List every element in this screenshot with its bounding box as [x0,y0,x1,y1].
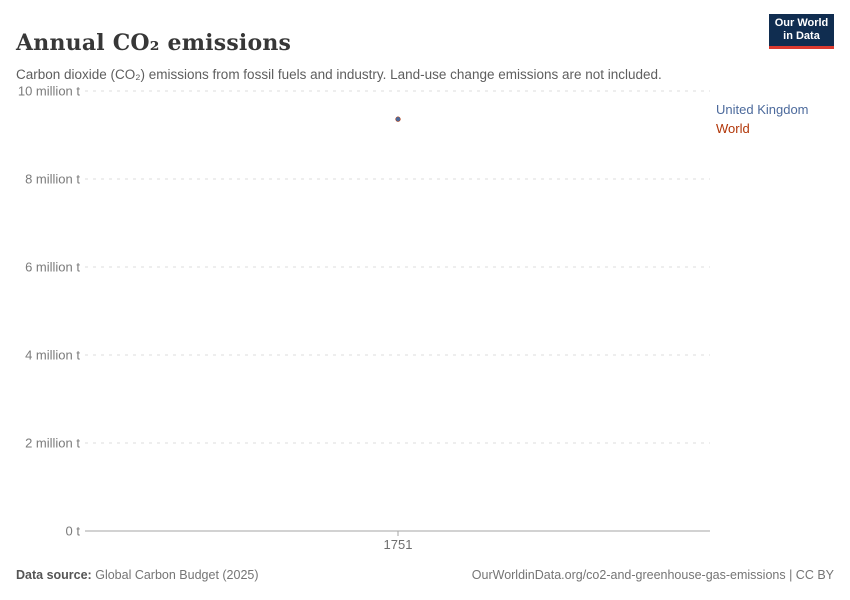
y-axis-tick-label: 2 million t [25,436,80,451]
y-axis-tick-label: 6 million t [25,260,80,275]
page-title: Annual CO₂ emissions [16,29,292,56]
y-axis-tick-label: 8 million t [25,172,80,187]
y-axis-tick-label: 10 million t [18,84,81,99]
data-source-note: Data source: Global Carbon Budget (2025) [16,568,259,582]
data-point-united-kingdom[interactable] [395,117,401,122]
legend-item-world[interactable]: World [716,121,750,136]
owid-logo-line2: in Data [783,30,820,42]
data-source-label: Data source: [16,568,92,582]
license-note: OurWorldinData.org/co2-and-greenhouse-ga… [471,568,834,582]
chart-footer: Data source: Global Carbon Budget (2025)… [16,568,834,582]
y-axis-tick-label: 0 t [66,524,81,539]
owid-logo-line1: Our World [774,16,829,29]
chart-subtitle: Carbon dioxide (CO₂) emissions from foss… [16,66,662,82]
chart-legend: United Kingdom World [716,100,809,138]
legend-item-united-kingdom[interactable]: United Kingdom [716,102,809,117]
y-axis-tick-label: 4 million t [25,348,80,363]
x-axis-tick-label: 1751 [384,537,413,552]
owid-logo[interactable]: Our World in Data [769,14,834,49]
data-source-value: Global Carbon Budget (2025) [95,568,259,582]
